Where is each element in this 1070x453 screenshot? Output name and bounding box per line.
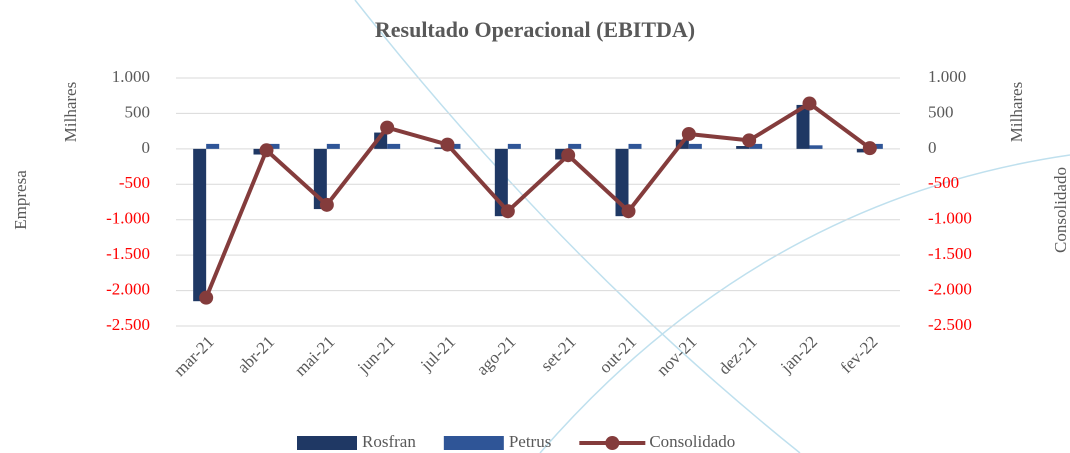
y-tick-label: 0	[142, 138, 151, 157]
y-tick-label: 1.000	[112, 67, 150, 86]
legend-swatch	[605, 436, 620, 450]
bar	[206, 143, 220, 149]
line-marker	[621, 204, 636, 219]
chart-title: Resultado Operacional (EBITDA)	[375, 17, 695, 42]
y-units-label: Milhares	[61, 82, 80, 142]
x-tick-label: jul-21	[416, 332, 459, 375]
bar	[193, 148, 207, 302]
y-tick-label: -1.500	[106, 244, 150, 263]
x-tick-label: out-21	[595, 332, 640, 377]
bar	[374, 132, 388, 149]
y2-tick-label: -2.500	[928, 315, 972, 334]
bar	[615, 148, 629, 217]
y2-tick-label: -500	[928, 173, 959, 192]
x-tick-label: fev-22	[837, 332, 882, 377]
line-marker	[319, 197, 334, 212]
legend-swatch	[297, 436, 357, 450]
y-tick-label: -2.500	[106, 315, 150, 334]
bar	[507, 143, 521, 149]
bar	[809, 145, 823, 149]
y-tick-label: -2.000	[106, 279, 150, 298]
bar	[736, 146, 750, 149]
bar	[326, 143, 340, 149]
x-tick-label: nov-21	[653, 332, 700, 379]
line-marker	[199, 290, 214, 305]
decor-arc	[539, 154, 1070, 453]
line-marker	[742, 133, 757, 148]
legend-label: Petrus	[509, 432, 552, 451]
bar	[628, 143, 642, 149]
x-tick-label: jun-21	[353, 332, 399, 378]
legend-swatch	[443, 436, 504, 450]
x-tick-label: mai-21	[291, 332, 338, 379]
line-marker	[862, 141, 877, 156]
bar	[749, 143, 763, 149]
y-tick-label: -1.000	[106, 209, 150, 228]
x-tick-label: abr-21	[234, 332, 279, 377]
line-marker	[380, 120, 395, 135]
y2-tick-label: 1.000	[928, 67, 966, 86]
y2-units-label: Milhares	[1007, 82, 1026, 142]
line-marker	[259, 143, 274, 158]
decor-arc	[354, 0, 801, 453]
line-marker	[500, 204, 515, 219]
y-tick-label: 500	[125, 102, 151, 121]
x-tick-label: jan-22	[776, 332, 821, 377]
bar	[796, 104, 810, 149]
y2-tick-label: 0	[928, 138, 937, 157]
line-marker	[561, 148, 576, 163]
x-tick-label: mar-21	[170, 332, 218, 380]
line-series	[204, 101, 872, 299]
line-marker	[802, 96, 817, 111]
x-tick-label: ago-21	[473, 332, 520, 379]
bar	[434, 147, 448, 149]
bar	[568, 143, 582, 149]
y-tick-label: -500	[119, 173, 150, 192]
x-tick-label: set-21	[537, 332, 580, 375]
legend-label: Rosfran	[362, 432, 416, 451]
bar	[688, 143, 702, 149]
y2-tick-label: -1.000	[928, 209, 972, 228]
line-marker	[440, 137, 455, 152]
bar	[266, 143, 280, 149]
y2-tick-label: 500	[928, 102, 954, 121]
y2-axis-label: Consolidado	[1051, 167, 1070, 253]
legend-label: Consolidado	[649, 432, 735, 451]
y2-tick-label: -2.000	[928, 279, 972, 298]
line-marker	[681, 126, 696, 141]
bar	[387, 143, 401, 149]
y-axis-label: Empresa	[11, 170, 30, 230]
y2-tick-label: -1.500	[928, 244, 972, 263]
x-tick-label: dez-21	[715, 332, 761, 378]
